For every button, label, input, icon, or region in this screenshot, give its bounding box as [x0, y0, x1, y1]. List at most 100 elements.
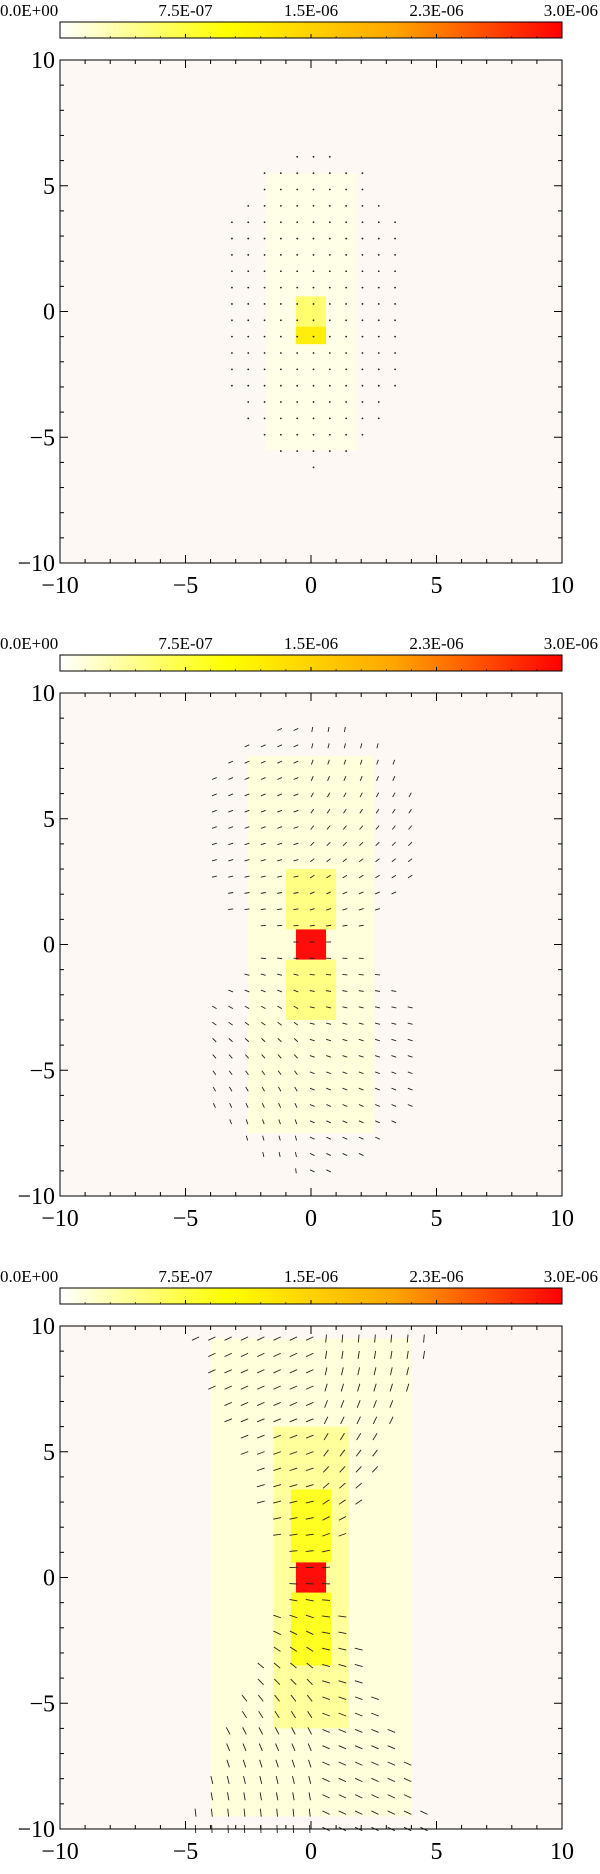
field-dash [211, 1005, 217, 1009]
field-dot [296, 270, 299, 273]
field-dash [307, 1727, 312, 1735]
field-dash [309, 1006, 315, 1009]
heatmap-cell [290, 1592, 332, 1666]
field-dash [343, 743, 346, 749]
field-dot [263, 254, 266, 256]
field-dash [273, 1336, 281, 1341]
field-dash [322, 1631, 331, 1635]
field-dash [391, 891, 397, 895]
field-dot [361, 401, 364, 403]
field-dash [342, 990, 348, 992]
field-dash [309, 874, 315, 879]
field-dash [358, 1071, 364, 1075]
field-dash [371, 1794, 379, 1799]
field-dash [372, 1416, 378, 1425]
field-dot [279, 368, 282, 371]
field-dash [258, 1727, 264, 1735]
field-dash [408, 825, 413, 830]
field-dash [194, 1808, 197, 1817]
field-dash [376, 776, 379, 781]
field-dot [361, 303, 364, 305]
field-dash [261, 1054, 266, 1059]
x-tick-label: 10 [550, 573, 574, 599]
field-dot [394, 335, 396, 338]
field-dash [273, 1662, 281, 1669]
y-tick-label: 0 [43, 1566, 55, 1592]
y-tick-label: −10 [17, 1184, 55, 1210]
field-dot [247, 417, 250, 420]
field-dash [228, 760, 234, 764]
field-dash [260, 809, 266, 813]
field-dot [296, 335, 299, 338]
field-dash [260, 826, 266, 829]
field-dash [326, 891, 332, 895]
y-tick-label: 10 [31, 48, 55, 74]
field-dash [355, 1482, 363, 1489]
field-dash [289, 1434, 298, 1439]
field-dash [375, 874, 380, 879]
field-dash [309, 1071, 315, 1075]
field-dash [226, 1775, 230, 1784]
field-dash [354, 1777, 363, 1783]
field-dash [322, 1680, 331, 1684]
field-dot [263, 384, 266, 387]
field-dash [260, 760, 266, 764]
field-dash [277, 1038, 282, 1043]
field-dash [228, 809, 234, 813]
x-tick-label: −5 [173, 1206, 199, 1232]
field-dash [338, 1794, 347, 1799]
field-dash [256, 1385, 265, 1390]
field-dash [227, 1808, 230, 1817]
field-dash [376, 759, 379, 765]
field-dot [361, 172, 364, 175]
field-dash [340, 1400, 345, 1408]
field-dot [361, 417, 364, 420]
field-dash [293, 1038, 299, 1043]
field-dot [279, 188, 282, 191]
field-dash [274, 1710, 280, 1719]
field-dash [309, 1022, 315, 1025]
field-dash [360, 743, 363, 749]
field-dash [322, 1647, 331, 1651]
field-dash [326, 1153, 332, 1156]
field-dash [390, 1350, 393, 1359]
field-dash [245, 1119, 249, 1125]
field-dot [361, 188, 364, 191]
field-dash [211, 859, 217, 862]
field-dash [225, 1727, 231, 1735]
field-dot [263, 188, 266, 191]
field-dash [257, 1694, 264, 1702]
field-dash [278, 1103, 282, 1108]
y-tick-label: 5 [43, 807, 55, 833]
field-dash [354, 1794, 363, 1799]
field-dot [377, 368, 380, 371]
x-tick-label: −10 [41, 573, 79, 599]
field-dot [279, 450, 282, 452]
field-dash [326, 1022, 332, 1025]
field-dash [240, 1385, 249, 1390]
field-dash [289, 1369, 298, 1374]
field-dash [245, 1135, 249, 1141]
field-dash [340, 1383, 344, 1392]
field-dash [392, 792, 396, 798]
field-dash [289, 1467, 298, 1472]
field-dash [371, 1777, 379, 1783]
field-dash [390, 1334, 393, 1343]
field-dash [256, 1467, 265, 1472]
field-dash [240, 1451, 249, 1455]
heatmap-cell [295, 326, 327, 345]
field-dash [277, 842, 283, 846]
field-dot [345, 270, 348, 273]
field-dash [211, 777, 217, 780]
x-tick-label: 5 [431, 573, 443, 599]
field-dash [326, 1006, 332, 1009]
field-dash [293, 744, 299, 748]
field-dash [228, 1021, 233, 1026]
field-dash [208, 1385, 216, 1390]
field-dash [342, 1006, 348, 1009]
field-dot [247, 335, 250, 338]
field-dot [263, 319, 266, 322]
field-dash [373, 1350, 377, 1359]
field-dash [305, 1550, 314, 1552]
field-dash [422, 1350, 426, 1359]
